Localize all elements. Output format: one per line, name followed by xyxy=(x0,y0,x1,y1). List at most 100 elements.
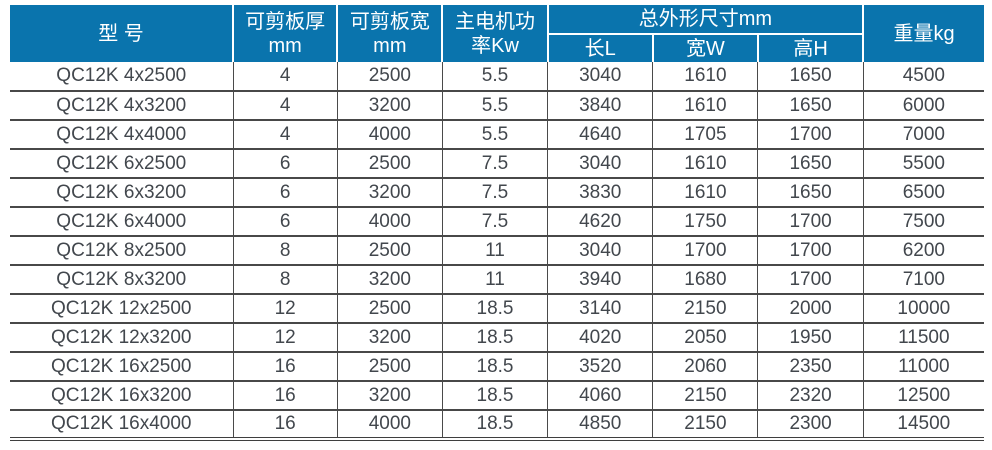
col-header-model: 型 号 xyxy=(10,5,235,62)
cell-power: 11 xyxy=(441,236,548,266)
cell-plate-width: 2500 xyxy=(336,352,443,382)
cell-model: QC12K 4x3200 xyxy=(10,91,234,121)
cell-thickness: 16 xyxy=(232,410,338,441)
cell-model: QC12K 8x2500 xyxy=(10,236,234,266)
cell-plate-width: 3200 xyxy=(336,91,443,121)
cell-plate-width: 4000 xyxy=(336,120,443,150)
col-header-plate-width: 可剪板宽 mm xyxy=(336,5,444,62)
cell-length: 4850 xyxy=(547,410,653,441)
cell-model: QC12K 6x3200 xyxy=(10,178,234,208)
cell-height: 2000 xyxy=(757,294,864,324)
cell-power: 18.5 xyxy=(441,381,548,411)
cell-plate-width: 3200 xyxy=(336,265,443,295)
cell-thickness: 4 xyxy=(232,91,338,121)
col-header-dimensions-group: 总外形尺寸mm xyxy=(546,5,865,35)
cell-dim-width: 1750 xyxy=(652,207,758,237)
cell-thickness: 12 xyxy=(232,294,338,324)
cell-length: 3140 xyxy=(547,294,653,324)
cell-length: 4640 xyxy=(547,120,653,150)
cell-power: 7.5 xyxy=(441,178,548,208)
cell-model: QC12K 4x2500 xyxy=(10,62,234,92)
cell-thickness: 6 xyxy=(232,207,338,237)
col-header-plate-width-line1: 可剪板宽 xyxy=(349,10,430,33)
cell-plate-width: 4000 xyxy=(336,410,443,441)
spec-table: 型 号 可剪板厚 mm 可剪板宽 mm 主电机功 率Kw 总外形尺寸mm 重量k… xyxy=(10,5,984,441)
cell-length: 3940 xyxy=(547,265,653,295)
cell-dim-width: 1705 xyxy=(652,120,758,150)
table-row: QC12K 8x2500 8 2500 11 3040 1700 1700 62… xyxy=(10,236,984,266)
cell-height: 1650 xyxy=(757,178,864,208)
cell-thickness: 6 xyxy=(232,149,338,179)
cell-length: 4020 xyxy=(547,323,653,353)
cell-dim-width: 1700 xyxy=(652,236,758,266)
cell-weight: 7000 xyxy=(862,120,984,150)
cell-length: 3040 xyxy=(547,62,653,92)
col-header-thickness-line2: mm xyxy=(268,34,302,57)
cell-model: QC12K 12x3200 xyxy=(10,323,234,353)
col-header-length: 长L xyxy=(546,34,654,62)
cell-dim-width: 1610 xyxy=(652,91,758,121)
cell-plate-width: 3200 xyxy=(336,323,443,353)
table-row: QC12K 8x3200 8 3200 11 3940 1680 1700 71… xyxy=(10,265,984,295)
table-row: QC12K 6x2500 6 2500 7.5 3040 1610 1650 5… xyxy=(10,149,984,179)
col-header-thickness: 可剪板厚 mm xyxy=(232,5,339,62)
cell-height: 1650 xyxy=(757,91,864,121)
col-header-power: 主电机功 率Kw xyxy=(441,5,549,62)
cell-thickness: 6 xyxy=(232,178,338,208)
cell-height: 1650 xyxy=(757,62,864,92)
table-row: QC12K 4x2500 4 2500 5.5 3040 1610 1650 4… xyxy=(10,62,984,92)
cell-plate-width: 2500 xyxy=(336,149,443,179)
cell-power: 18.5 xyxy=(441,323,548,353)
cell-thickness: 8 xyxy=(232,265,338,295)
table-row: QC12K 4x4000 4 4000 5.5 4640 1705 1700 7… xyxy=(10,120,984,150)
cell-height: 2350 xyxy=(757,352,864,382)
cell-model: QC12K 4x4000 xyxy=(10,120,234,150)
cell-power: 7.5 xyxy=(441,207,548,237)
cell-weight: 14500 xyxy=(862,410,984,441)
cell-weight: 6000 xyxy=(862,91,984,121)
cell-power: 18.5 xyxy=(441,352,548,382)
cell-height: 2320 xyxy=(757,381,864,411)
cell-length: 4060 xyxy=(547,381,653,411)
cell-model: QC12K 16x2500 xyxy=(10,352,234,382)
table-row: QC12K 16x3200 16 3200 18.5 4060 2150 232… xyxy=(10,381,984,411)
table-row: QC12K 12x2500 12 2500 18.5 3140 2150 200… xyxy=(10,294,984,324)
col-header-plate-width-line2: mm xyxy=(373,34,407,57)
cell-dim-width: 1680 xyxy=(652,265,758,295)
cell-weight: 11500 xyxy=(862,323,984,353)
table-row: QC12K 12x3200 12 3200 18.5 4020 2050 195… xyxy=(10,323,984,353)
cell-height: 1700 xyxy=(757,265,864,295)
cell-weight: 12500 xyxy=(862,381,984,411)
cell-plate-width: 2500 xyxy=(336,62,443,92)
cell-plate-width: 4000 xyxy=(336,207,443,237)
cell-length: 3840 xyxy=(547,91,653,121)
cell-plate-width: 3200 xyxy=(336,381,443,411)
cell-thickness: 12 xyxy=(232,323,338,353)
cell-length: 3040 xyxy=(547,236,653,266)
table-row: QC12K 6x3200 6 3200 7.5 3830 1610 1650 6… xyxy=(10,178,984,208)
cell-weight: 7500 xyxy=(862,207,984,237)
cell-dim-width: 2050 xyxy=(652,323,758,353)
col-header-height: 高H xyxy=(756,34,865,62)
cell-thickness: 4 xyxy=(232,62,338,92)
table-row: QC12K 6x4000 6 4000 7.5 4620 1750 1700 7… xyxy=(10,207,984,237)
cell-length: 3830 xyxy=(547,178,653,208)
table-row: QC12K 4x3200 4 3200 5.5 3840 1610 1650 6… xyxy=(10,91,984,121)
cell-weight: 11000 xyxy=(862,352,984,382)
cell-dim-width: 1610 xyxy=(652,62,758,92)
cell-weight: 5500 xyxy=(862,149,984,179)
cell-plate-width: 2500 xyxy=(336,294,443,324)
cell-dim-width: 1610 xyxy=(652,178,758,208)
cell-weight: 6200 xyxy=(862,236,984,266)
cell-weight: 4500 xyxy=(862,62,984,92)
cell-model: QC12K 16x3200 xyxy=(10,381,234,411)
cell-dim-width: 2060 xyxy=(652,352,758,382)
cell-model: QC12K 6x4000 xyxy=(10,207,234,237)
cell-power: 5.5 xyxy=(441,62,548,92)
cell-height: 1650 xyxy=(757,149,864,179)
cell-dim-width: 2150 xyxy=(652,381,758,411)
cell-power: 5.5 xyxy=(441,91,548,121)
cell-dim-width: 2150 xyxy=(652,294,758,324)
cell-length: 3040 xyxy=(547,149,653,179)
